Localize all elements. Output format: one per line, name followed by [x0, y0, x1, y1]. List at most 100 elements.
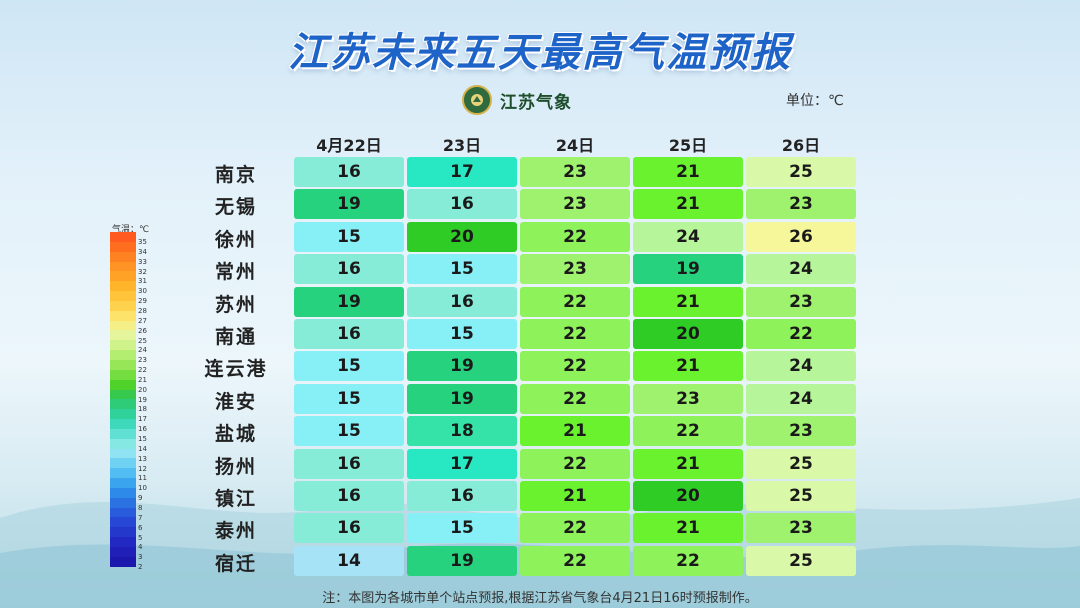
legend-swatch: [110, 350, 136, 360]
legend-tick-label: 15: [138, 435, 147, 443]
legend-tick-label: 34: [138, 247, 147, 256]
legend-tick-label: 14: [138, 444, 147, 453]
temperature-cell: 21: [633, 189, 743, 220]
legend-swatch: [110, 291, 136, 301]
column-header: 23日: [442, 136, 482, 155]
legend-tick-label: 26: [138, 326, 147, 335]
temperature-cell: 24: [746, 383, 856, 414]
city-label: 南京: [214, 164, 257, 186]
legend-swatch: [110, 438, 136, 449]
legend-tick-label: 22: [138, 366, 147, 375]
legend-tick-label: 23: [138, 356, 147, 365]
legend-swatch: [110, 478, 136, 488]
legend-tick-label: 11: [138, 474, 147, 483]
temperature-cell: 22: [520, 513, 630, 544]
temperature-cell: 23: [633, 383, 743, 414]
temperature-cell: 25: [746, 545, 856, 576]
temperature-cell: 16: [294, 319, 404, 349]
temperature-cell: 23: [520, 189, 630, 220]
legend-tick-label: 24: [138, 346, 147, 355]
city-label: 镇江: [214, 488, 257, 510]
temperature-cell: 24: [746, 254, 856, 285]
legend-tick-label: 21: [138, 375, 147, 384]
city-label: 扬州: [214, 455, 257, 478]
legend-tick-label: 9: [138, 494, 143, 503]
temperature-cell: 19: [407, 383, 517, 414]
legend-tick-label: 25: [138, 336, 147, 345]
temperature-cell: 24: [633, 221, 743, 252]
temperature-cell: 15: [407, 319, 517, 349]
legend-swatch: [110, 261, 136, 272]
legend-tick-label: 6: [138, 523, 143, 532]
temperature-cell: 22: [746, 319, 856, 349]
city-label: 连云港: [204, 358, 268, 381]
legend-swatch: [110, 389, 136, 400]
legend-swatch: [110, 379, 136, 390]
temperature-cell: 22: [520, 383, 630, 414]
legend-tick-label: 29: [138, 297, 147, 306]
color-legend: [110, 232, 136, 567]
legend-swatch: [110, 537, 136, 547]
temperature-cell: 19: [294, 286, 404, 317]
temperature-cell: 23: [746, 286, 856, 317]
temperature-cell: 21: [633, 351, 743, 382]
temperature-cell: 14: [294, 545, 404, 576]
temperature-cell: 23: [746, 416, 856, 447]
legend-tick-label: 4: [138, 543, 143, 552]
temperature-cell: 23: [520, 254, 630, 285]
legend-tick-label: 28: [138, 306, 147, 315]
legend-swatch: [110, 330, 136, 341]
page-title: 江苏未来五天最高气温预报: [288, 30, 792, 76]
temperature-cell: 18: [407, 416, 517, 447]
temperature-cell: 15: [294, 416, 404, 447]
temperature-cell: 22: [520, 221, 630, 252]
temperature-cell: 23: [746, 513, 856, 544]
legend-tick-label: 35: [138, 238, 147, 246]
emblem-icon: [462, 85, 492, 115]
temperature-cell: 19: [294, 189, 404, 220]
legend-tick-label: 5: [138, 533, 143, 542]
legend-tick-label: 30: [138, 287, 147, 296]
unit-label: 单位：℃: [786, 93, 844, 109]
legend-swatch: [110, 281, 136, 292]
temperature-cell: 16: [407, 286, 517, 317]
temperature-cell: 17: [407, 448, 517, 479]
temperature-cell: 22: [520, 351, 630, 382]
legend-swatch: [110, 468, 136, 479]
city-label: 泰州: [214, 520, 257, 543]
legend-tick-label: 27: [138, 316, 147, 325]
temperature-cell: 15: [294, 351, 404, 382]
legend-swatch: [110, 547, 136, 557]
legend-tick-label: 7: [138, 513, 143, 522]
temperature-cell: 15: [294, 221, 404, 252]
legend-swatch: [110, 241, 136, 252]
city-label: 徐州: [214, 228, 257, 251]
temperature-cell: 22: [520, 448, 630, 479]
legend-tick-label: 17: [138, 415, 147, 424]
temperature-cell: 15: [294, 383, 404, 414]
temperature-cell: 21: [520, 481, 630, 511]
city-label: 苏州: [214, 293, 257, 316]
temperature-cell: 22: [520, 319, 630, 349]
legend-swatch: [110, 300, 136, 311]
legend-swatch: [110, 507, 136, 518]
legend-swatch: [110, 369, 136, 380]
city-label: 南通: [214, 326, 257, 348]
legend-swatch: [110, 310, 136, 321]
legend-swatch: [110, 517, 136, 528]
legend-tick-label: 19: [138, 395, 147, 404]
temperature-cell: 22: [633, 545, 743, 576]
temperature-cell: 19: [407, 351, 517, 382]
temperature-cell: 19: [633, 254, 743, 285]
legend-swatch: [110, 448, 136, 459]
city-label: 淮安: [214, 390, 257, 413]
temperature-cell: 16: [407, 189, 517, 220]
legend-tick-label: 10: [138, 484, 147, 493]
footnote: 注：本图为各城市单个站点预报,根据江苏省气象台4月21日16时预报制作。: [322, 591, 758, 606]
legend-tick-label: 3: [138, 553, 143, 562]
temperature-cell: 21: [633, 157, 743, 187]
temperature-cell: 26: [746, 221, 856, 252]
logo: 江苏气象: [462, 84, 572, 116]
legend-swatch: [110, 232, 136, 242]
temperature-cell: 21: [633, 448, 743, 479]
